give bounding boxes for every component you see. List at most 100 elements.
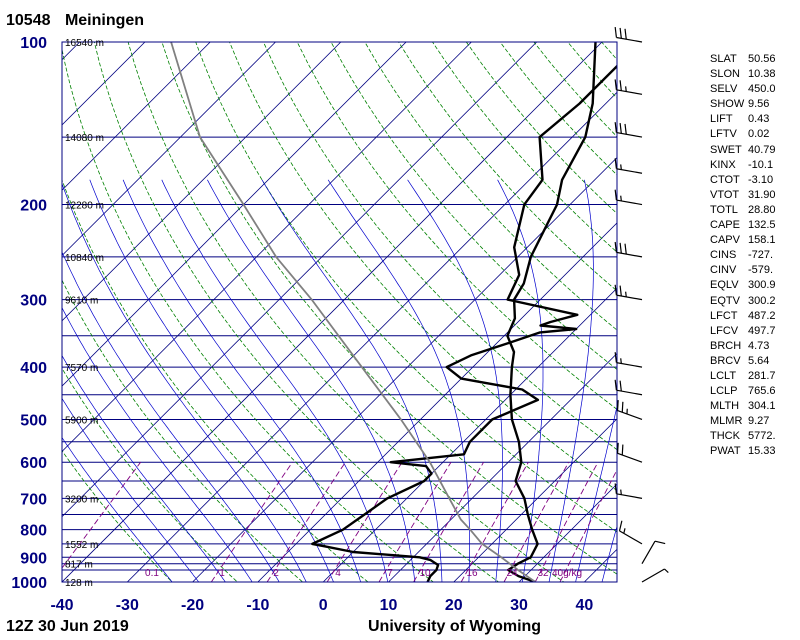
wind-barb-flag [614,27,617,38]
index-row-thck: THCK 5772. [710,429,776,444]
isotherm-line [518,483,617,582]
index-row-totl: TOTL 28.80 [710,203,776,218]
wind-barb-flag [614,284,617,296]
wind-barb [614,284,643,301]
moist-adiabat-line [407,179,503,582]
wind-barb-half [620,195,622,201]
mixing-ratio-line [413,461,484,582]
wind-barb [641,568,669,583]
wind-barb-flag [619,380,622,392]
temperature-line [506,42,597,582]
wind-barb-flag [614,122,617,133]
wind-barb [614,122,643,138]
wind-barb-shaft [616,251,643,258]
index-value: 5772. [748,430,776,443]
wind-barb-shaft [616,89,643,95]
wind-barb [618,520,643,545]
index-row-cins: CINS -727. [710,248,776,263]
index-row-mlmr: MLMR 9.27 [710,414,776,429]
wind-barb-shaft [616,493,643,499]
wind-barb [641,540,666,565]
wind-barb-shaft [616,294,643,301]
index-key: VTOT [710,188,740,201]
mixing-ratio-label: 10 [419,568,431,579]
index-row-lift: LIFT 0.43 [710,112,776,127]
mixing-ratio-line [210,461,293,582]
temperature-tick-label: -30 [116,597,139,614]
pressure-tick-label: 1000 [11,575,47,592]
parcel-line [170,42,536,582]
dry-adiabat-line [296,42,617,410]
moist-adiabat-line [122,179,362,582]
moist-adiabat-line [62,306,253,582]
moist-adiabat-line [601,524,617,582]
moist-adiabat-line [207,179,416,582]
index-key: LFCV [710,324,739,337]
wind-barb [614,158,643,174]
temperature-tick-label: -40 [50,597,73,614]
dry-adiabat-line [62,449,173,582]
index-value: 281.7 [748,369,776,382]
wind-barb-flag [621,444,624,456]
moist-adiabat-line [548,179,594,582]
index-key: KINX [710,158,736,171]
pressure-tick-label: 700 [20,491,47,508]
moist-adiabat-line [62,397,200,582]
dry-adiabat-line [62,367,238,582]
index-key: CAPV [710,234,740,247]
index-key: LCLT [710,369,737,382]
wind-barb-flag [619,80,622,91]
wind-barb [616,400,643,421]
index-key: CAPE [710,219,740,232]
height-label: 817 m [65,560,93,571]
temperature-tick-label: 0 [319,597,328,614]
height-label: 10840 m [65,253,104,264]
mixing-ratio-label: 2 [273,568,279,579]
dry-adiabat-line [263,42,617,451]
index-row-pwat: PWAT 15.33 [710,444,776,459]
moist-adiabat-line [161,179,389,582]
wind-barb [614,352,643,368]
dry-adiabat-line [364,42,617,331]
temperature-tick-label: 20 [445,597,463,614]
index-key: SHOW [710,98,745,111]
index-value: 0.02 [748,128,770,141]
moist-adiabat-line [327,179,470,582]
index-key: MLTH [710,400,740,413]
mixing-ratio-line [559,469,617,582]
dry-adiabat-line [127,42,565,582]
index-row-kinx: KINX -10.1 [710,158,776,173]
wind-barb-shaft [641,540,656,565]
index-value: 9.27 [748,415,770,428]
index-key: PWAT [710,445,741,458]
mixing-ratio-line [326,461,403,582]
index-row-lfct: LFCT 487.2 [710,309,776,324]
wind-barb-flag [614,352,617,363]
isotherm-line [62,42,472,452]
station-id: 10548 [6,12,51,29]
index-row-mlth: MLTH 304.1 [710,399,776,414]
pressure-tick-label: 500 [20,412,47,429]
index-key: LFCT [710,309,738,322]
pressure-tick-label: 900 [20,550,47,567]
mixing-ratio-label: 40g/kg [552,568,582,579]
isotherm-line [62,42,407,387]
index-key: CINV [710,264,737,277]
index-value: 9.56 [748,98,770,111]
dry-adiabat-line [62,47,434,582]
wind-barb-flag [619,242,622,254]
index-key: BRCH [710,339,742,352]
pressure-tick-label: 300 [20,293,47,310]
index-key: BRCV [710,354,741,367]
data-source: University of Wyoming [368,618,542,635]
wind-barb-flag [616,400,619,411]
index-key: SELV [710,83,738,96]
index-value: 304.1 [748,400,776,413]
index-key: TOTL [710,203,738,216]
mixing-ratio-label: 4 [335,568,341,579]
mixing-ratio-line [534,461,599,582]
index-row-cape: CAPE 132.5 [710,218,776,233]
dry-adiabat-line [229,42,617,492]
temperature-tick-label: 10 [380,597,398,614]
